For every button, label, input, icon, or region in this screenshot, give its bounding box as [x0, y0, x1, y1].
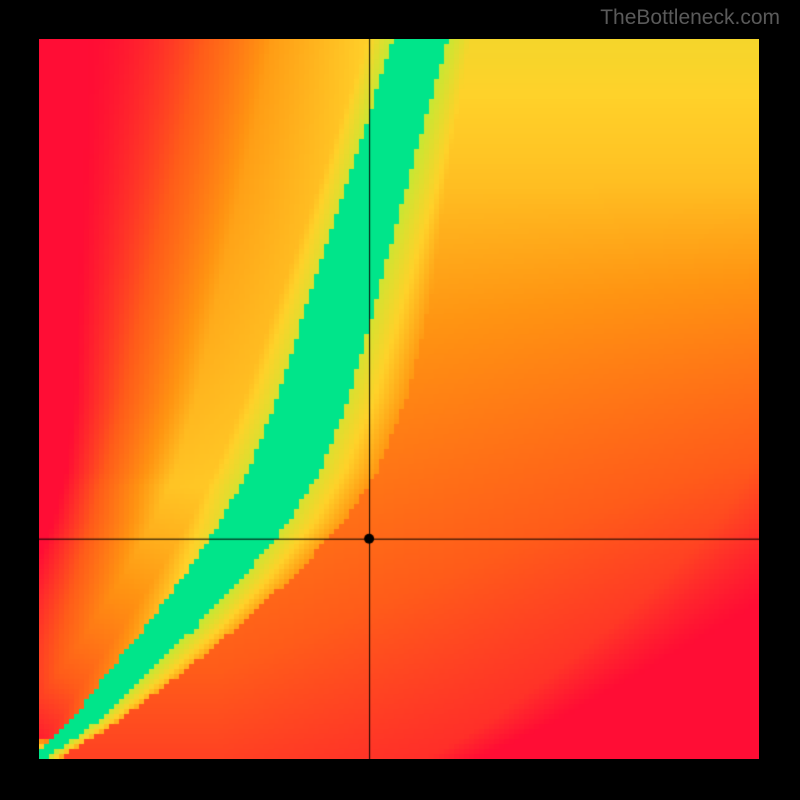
watermark-text: TheBottleneck.com	[600, 6, 780, 30]
heatmap-plot	[39, 39, 759, 759]
heatmap-canvas	[39, 39, 759, 759]
